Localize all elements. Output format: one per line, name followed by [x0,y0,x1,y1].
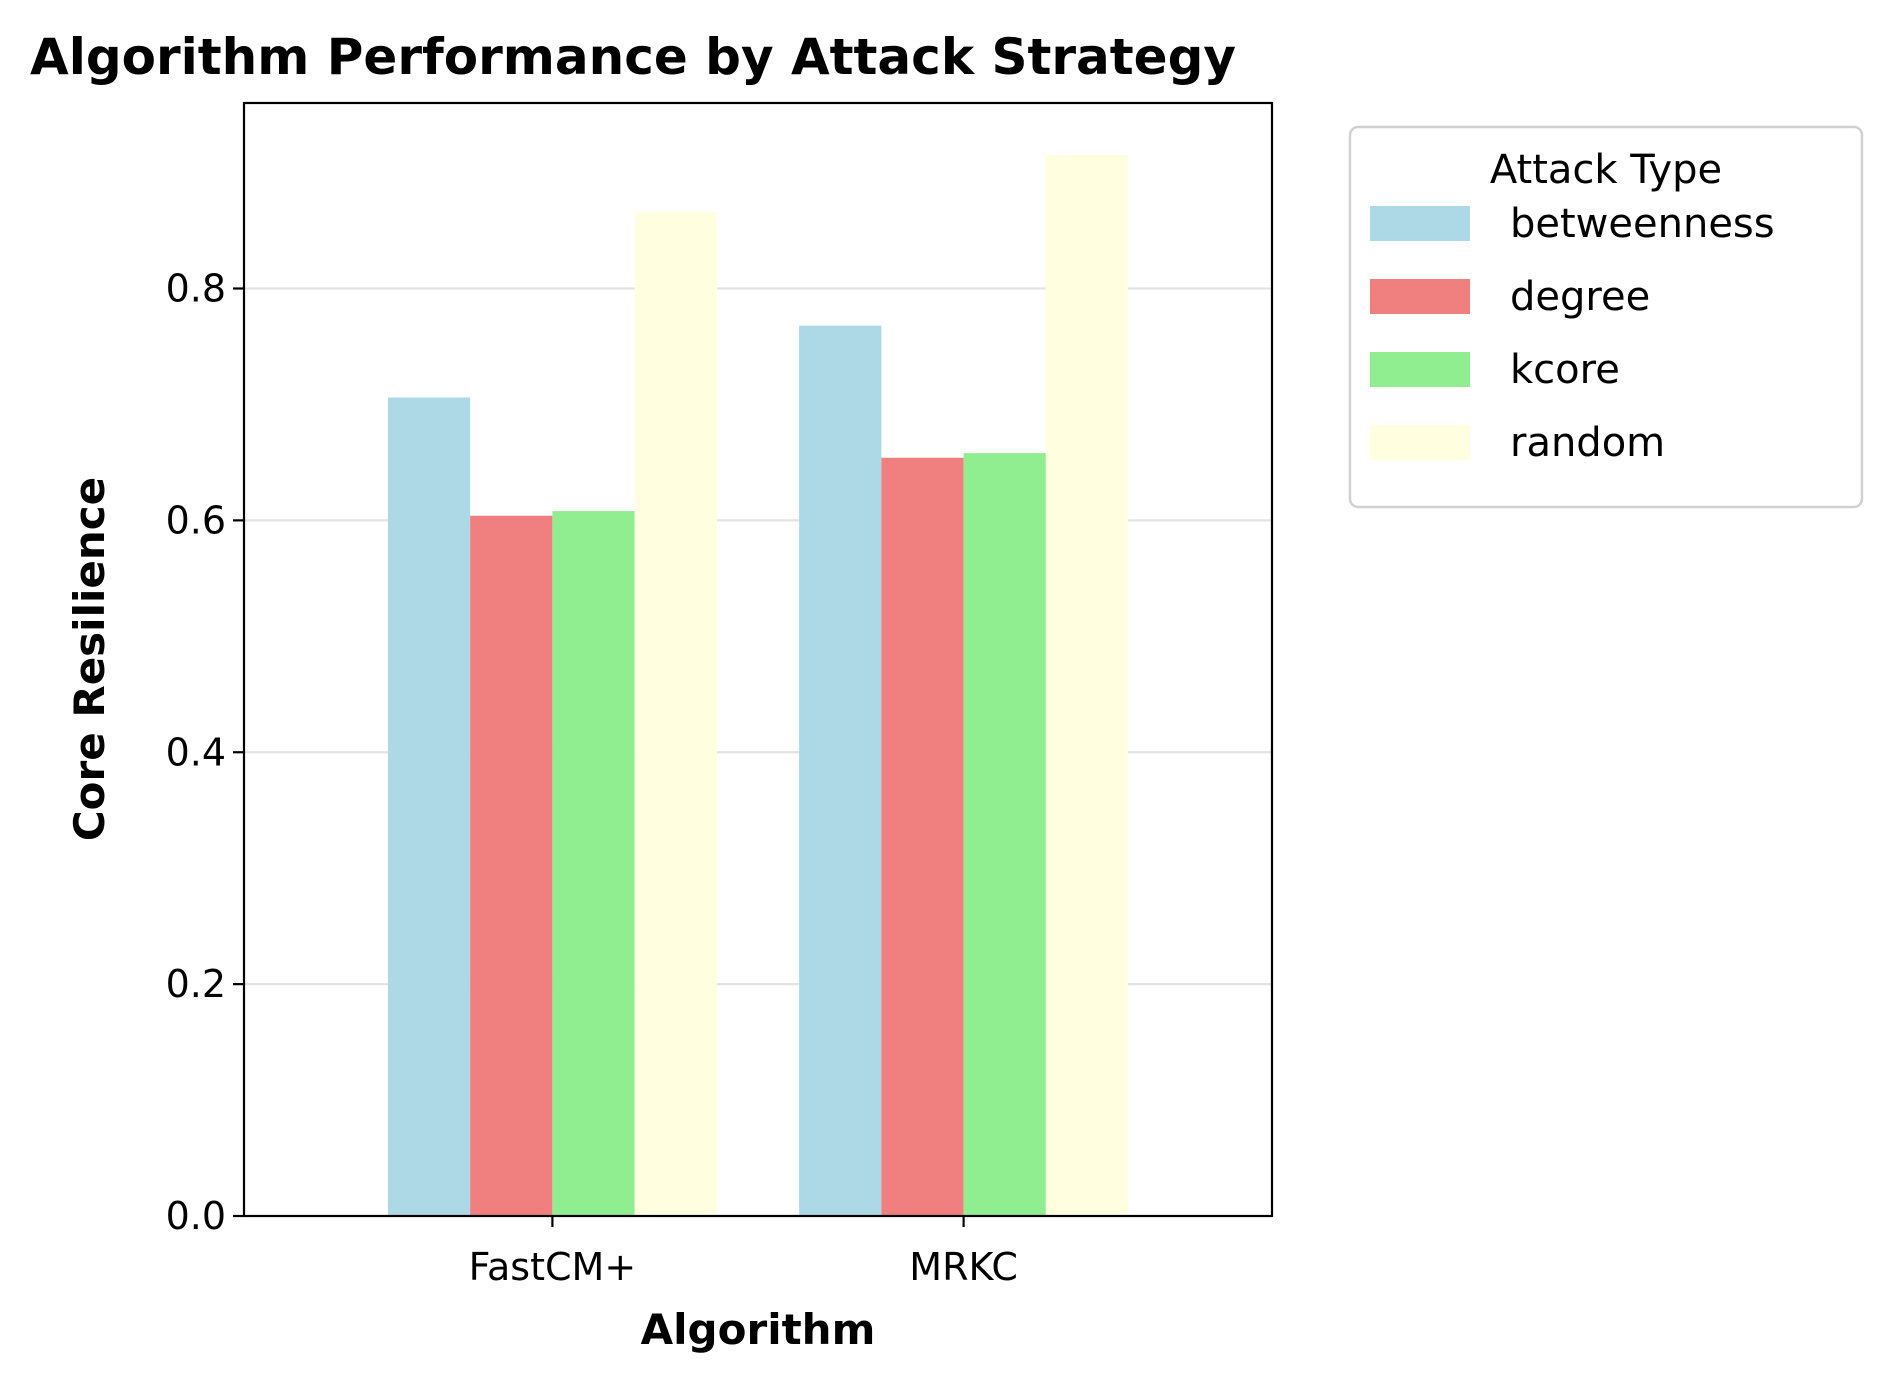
y-tick-label: 0.8 [166,267,226,311]
legend-swatch-kcore [1370,352,1470,387]
bar-random-mrkc [1045,155,1129,1216]
bar-degree-fastcm [470,515,553,1216]
x-axis-ticks: FastCM+ MRKC [469,1216,1018,1289]
legend-label-betweenness: betweenness [1510,201,1775,247]
legend-swatch-random [1370,425,1470,460]
x-tick-label: FastCM+ [469,1245,637,1289]
bar-betweenness-mrkc [799,325,882,1217]
y-tick-label: 0.0 [166,1194,226,1238]
legend-label-random: random [1510,420,1665,466]
legend-box [1348,125,1864,509]
y-axis-label: Core Resilience [65,477,114,841]
plot-frame [242,101,1274,1218]
bar-betweenness-fastcm [387,397,471,1216]
y-tick-label: 0.6 [166,498,226,542]
bar-random-fastcm [634,211,717,1216]
legend-title: Attack Type [1490,147,1722,193]
bars [387,155,1129,1217]
x-tick-label: MRKC [909,1245,1018,1289]
bar-degree-mrkc [881,457,964,1216]
x-axis-label: Algorithm [641,1305,876,1354]
legend-items: betweenness degree kcore random [1370,201,1775,466]
y-tick-label: 0.2 [166,962,226,1006]
y-axis-ticks: 0.0 0.2 0.4 0.6 0.8 [166,267,244,1238]
legend-label-kcore: kcore [1510,347,1620,393]
legend-swatch-degree [1370,279,1470,314]
legend-swatch-betweenness [1370,206,1470,241]
bar-kcore-fastcm [552,511,635,1217]
legend: Attack Type betweenness degree kcore random [1348,125,1864,509]
y-tick-label: 0.4 [166,730,226,774]
legend-label-degree: degree [1510,274,1650,320]
chart-title: Algorithm Performance by Attack Strategy [30,28,1236,86]
bar-kcore-mrkc [963,453,1046,1217]
